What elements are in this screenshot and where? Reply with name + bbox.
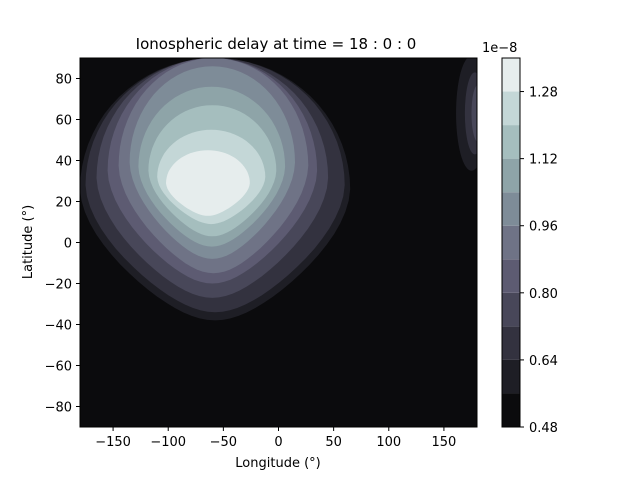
- colorbar-band: [502, 192, 520, 226]
- colorbar-ticks: 0.48 0.64 0.80 0.96 1.12 1.28: [520, 86, 558, 436]
- y-tick-label: −20: [45, 278, 72, 293]
- colorbar-band: [502, 292, 520, 327]
- y-tick-label: 80: [55, 73, 72, 88]
- colorbar-band: [502, 91, 520, 126]
- chart-title: Ionospheric delay at time = 18 : 0 : 0: [136, 35, 417, 53]
- x-tick-label: 0: [274, 435, 282, 450]
- x-tick-label: −100: [150, 435, 186, 450]
- y-tick-label: 20: [55, 196, 72, 211]
- colorbar-tick-label: 1.28: [529, 86, 558, 101]
- y-axis-label: Latitude (°): [21, 205, 36, 279]
- contour-level-region: [471, 85, 477, 142]
- y-axis: −80 −60 −40 −20 0 20 40 60 80: [45, 73, 80, 416]
- y-tick-label: −40: [45, 319, 72, 334]
- colorbar-band: [502, 125, 520, 159]
- colorbar-band: [502, 393, 520, 427]
- x-tick-label: 50: [325, 435, 342, 450]
- x-tick-label: −150: [95, 435, 131, 450]
- colorbar-tick-label: 0.48: [529, 421, 558, 436]
- colorbar-tick-label: 0.96: [529, 220, 558, 235]
- contour-layer: [80, 58, 477, 321]
- colorbar-band: [502, 259, 520, 293]
- colorbar-band: [502, 158, 520, 193]
- x-tick-label: −50: [210, 435, 237, 450]
- colorbar-band: [502, 58, 520, 92]
- y-tick-label: 40: [55, 155, 72, 170]
- colorbar-tick-label: 1.12: [529, 153, 558, 168]
- y-tick-label: 60: [55, 114, 72, 129]
- colorbar-tick-label: 0.64: [529, 354, 558, 369]
- y-tick-label: −80: [45, 401, 72, 416]
- colorbar: 0.48 0.64 0.80 0.96 1.12 1.28 1e−8: [482, 41, 558, 436]
- x-axis-label: Longitude (°): [235, 456, 320, 471]
- colorbar-band: [502, 359, 520, 394]
- colorbar-band: [502, 225, 520, 260]
- colorbar-band: [502, 326, 520, 360]
- colorbar-bands: [502, 58, 520, 427]
- y-tick-label: 0: [64, 237, 72, 252]
- contour-level-region: [166, 150, 250, 216]
- x-tick-label: 150: [432, 435, 457, 450]
- plot-area: −150 −100 −50 0 50 100 150 −80 −60 −40 −20 0 20 40 60…: [45, 57, 478, 450]
- colorbar-offset-label: 1e−8: [482, 41, 517, 56]
- colorbar-frame: [501, 57, 521, 428]
- colorbar-tick-label: 0.80: [529, 287, 558, 302]
- y-tick-label: −60: [45, 360, 72, 375]
- x-tick-label: 100: [376, 435, 401, 450]
- x-axis: −150 −100 −50 0 50 100 150: [95, 427, 456, 450]
